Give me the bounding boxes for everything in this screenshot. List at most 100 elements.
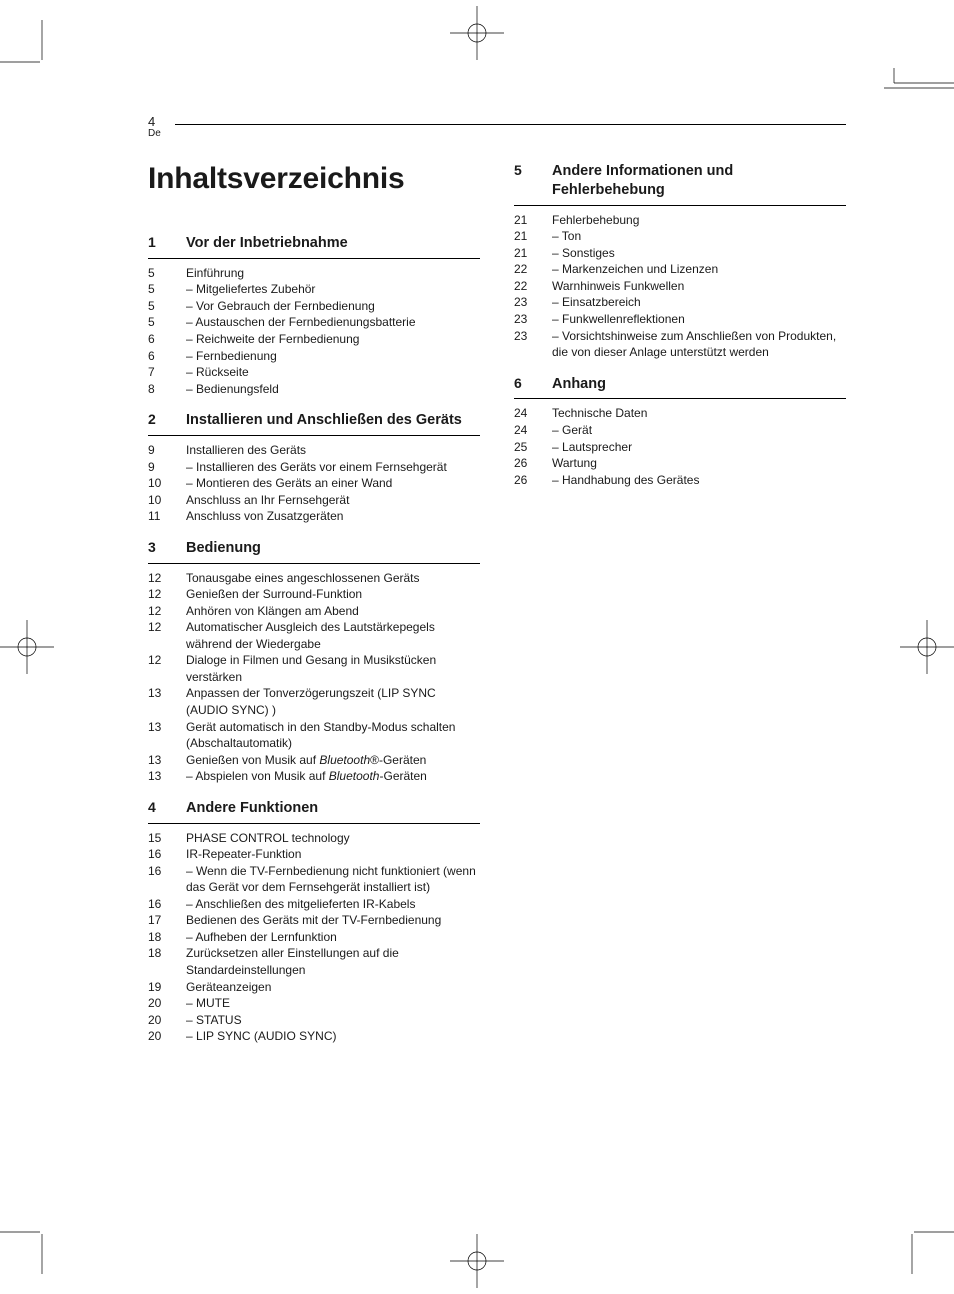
- entry-page: 21: [514, 212, 552, 229]
- section-entries: 15PHASE CONTROL technology16IR-Repeater-…: [148, 830, 480, 1045]
- entry-text: Genießen von Musik auf Bluetooth®-Geräte…: [186, 752, 480, 769]
- entry-page: 23: [514, 294, 552, 311]
- crop-mark-tr: [884, 68, 954, 98]
- section-number: 6: [514, 375, 552, 391]
- toc-section: 5Andere Informationen und Fehlerbehebung…: [514, 162, 846, 361]
- toc-entry: 9Installieren des Geräts vor einem Ferns…: [148, 459, 480, 476]
- page-title: Inhaltsverzeichnis: [148, 162, 480, 196]
- entry-page: 25: [514, 439, 552, 456]
- section-entries: 24Technische Daten24Gerät25Lautsprecher2…: [514, 405, 846, 488]
- toc-entry: 10Anschluss an Ihr Fernsehgerät: [148, 492, 480, 509]
- entry-text: Austauschen der Fernbedienungsbatterie: [186, 314, 480, 331]
- column-left: Inhaltsverzeichnis 1Vor der Inbetriebnah…: [148, 162, 480, 1059]
- section-number: 2: [148, 411, 186, 427]
- crop-mark-right-center: [900, 620, 954, 674]
- entry-text: Gerät: [552, 422, 846, 439]
- section-number: 5: [514, 162, 552, 178]
- entry-text: Wenn die TV-Fernbedienung nicht funktion…: [186, 863, 480, 896]
- entry-page: 17: [148, 912, 186, 929]
- page-header: 4 De: [148, 114, 846, 139]
- entry-page: 16: [148, 896, 186, 913]
- section-title: Bedienung: [186, 539, 480, 558]
- toc-entry: 20LIP SYNC (AUDIO SYNC): [148, 1028, 480, 1045]
- entry-page: 5: [148, 314, 186, 331]
- entry-text: Aufheben der Lernfunktion: [186, 929, 480, 946]
- toc-entry: 21Sonstiges: [514, 245, 846, 262]
- section-title: Vor der Inbetriebnahme: [186, 234, 480, 253]
- section-number: 1: [148, 234, 186, 250]
- toc-entry: 22Markenzeichen und Lizenzen: [514, 261, 846, 278]
- entry-text: Fernbedienung: [186, 348, 480, 365]
- entry-page: 21: [514, 245, 552, 262]
- entry-page: 20: [148, 995, 186, 1012]
- entry-page: 26: [514, 455, 552, 472]
- entry-text: Handhabung des Gerätes: [552, 472, 846, 489]
- entry-page: 10: [148, 492, 186, 509]
- entry-text: Vor Gebrauch der Fernbedienung: [186, 298, 480, 315]
- entry-page: 20: [148, 1012, 186, 1029]
- entry-text: Anschluss an Ihr Fernsehgerät: [186, 492, 480, 509]
- entry-page: 16: [148, 846, 186, 863]
- toc-entry: 7Rückseite: [148, 364, 480, 381]
- entry-text: STATUS: [186, 1012, 480, 1029]
- entry-page: 12: [148, 619, 186, 636]
- entry-text: Automatischer Ausgleich des Lautstärkepe…: [186, 619, 480, 652]
- toc-entry: 17Bedienen des Geräts mit der TV-Fernbed…: [148, 912, 480, 929]
- entry-text: Ton: [552, 228, 846, 245]
- entry-page: 11: [148, 508, 186, 525]
- toc-entry: 13Gerät automatisch in den Standby-Modus…: [148, 719, 480, 752]
- entry-text: Montieren des Geräts an einer Wand: [186, 475, 480, 492]
- entry-text: Geräteanzeigen: [186, 979, 480, 996]
- entry-page: 18: [148, 929, 186, 946]
- toc-section: 4Andere Funktionen 15PHASE CONTROL techno…: [148, 799, 480, 1045]
- section-number: 3: [148, 539, 186, 555]
- crop-mark-bl: [0, 1216, 58, 1274]
- entry-page: 23: [514, 311, 552, 328]
- entry-text: Einführung: [186, 265, 480, 282]
- crop-mark-tl: [0, 20, 58, 78]
- toc-entry: 6Fernbedienung: [148, 348, 480, 365]
- entry-page: 24: [514, 422, 552, 439]
- toc-entry: 23Funkwellenreflektionen: [514, 311, 846, 328]
- toc-entry: 26Handhabung des Gerätes: [514, 472, 846, 489]
- toc-entry: 12Automatischer Ausgleich des Lautstärke…: [148, 619, 480, 652]
- entry-text: Installieren des Geräts vor einem Fernse…: [186, 459, 480, 476]
- entry-page: 13: [148, 685, 186, 702]
- section-title: Andere Informationen und Fehlerbehebung: [552, 162, 846, 200]
- toc-entry: 22Warnhinweis Funkwellen: [514, 278, 846, 295]
- entry-text: Bedienungsfeld: [186, 381, 480, 398]
- header-rule: [175, 124, 846, 125]
- toc-entry: 16Wenn die TV-Fernbedienung nicht funkti…: [148, 863, 480, 896]
- entry-text: IR-Repeater-Funktion: [186, 846, 480, 863]
- entry-text: Genießen der Surround-Funktion: [186, 586, 480, 603]
- toc-entry: 5Mitgeliefertes Zubehör: [148, 281, 480, 298]
- entry-page: 5: [148, 265, 186, 282]
- entry-text: MUTE: [186, 995, 480, 1012]
- entry-text: Abspielen von Musik auf Bluetooth-Geräte…: [186, 768, 480, 785]
- entry-text: LIP SYNC (AUDIO SYNC): [186, 1028, 480, 1045]
- entry-text: Funkwellenreflektionen: [552, 311, 846, 328]
- content-area: Inhaltsverzeichnis 1Vor der Inbetriebnah…: [148, 162, 846, 1059]
- page-number: 4: [148, 114, 846, 129]
- toc-entry: 18Zurücksetzen aller Einstellungen auf d…: [148, 945, 480, 978]
- entry-text: Anschließen des mitgelieferten IR-Kabels: [186, 896, 480, 913]
- toc-entry: 12Tonausgabe eines angeschlossenen Gerät…: [148, 570, 480, 587]
- toc-entry: 21Fehlerbehebung: [514, 212, 846, 229]
- entry-page: 13: [148, 752, 186, 769]
- toc-entry: 5Vor Gebrauch der Fernbedienung: [148, 298, 480, 315]
- entry-page: 7: [148, 364, 186, 381]
- section-header: 4Andere Funktionen: [148, 799, 480, 824]
- entry-text: Markenzeichen und Lizenzen: [552, 261, 846, 278]
- language-code: De: [148, 128, 846, 139]
- toc-entry: 12Anhören von Klängen am Abend: [148, 603, 480, 620]
- entry-page: 15: [148, 830, 186, 847]
- toc-entry: 12Genießen der Surround-Funktion: [148, 586, 480, 603]
- toc-entry: 23Vorsichtshinweise zum Anschließen von …: [514, 328, 846, 361]
- entry-text: Vorsichtshinweise zum Anschließen von Pr…: [552, 328, 846, 361]
- entry-text: Installieren des Geräts: [186, 442, 480, 459]
- section-entries: 12Tonausgabe eines angeschlossenen Gerät…: [148, 570, 480, 785]
- entry-page: 22: [514, 278, 552, 295]
- section-title: Installieren und Anschließen des Geräts: [186, 411, 480, 430]
- toc-entry: 6Reichweite der Fernbedienung: [148, 331, 480, 348]
- section-entries: 9Installieren des Geräts9Installieren de…: [148, 442, 480, 525]
